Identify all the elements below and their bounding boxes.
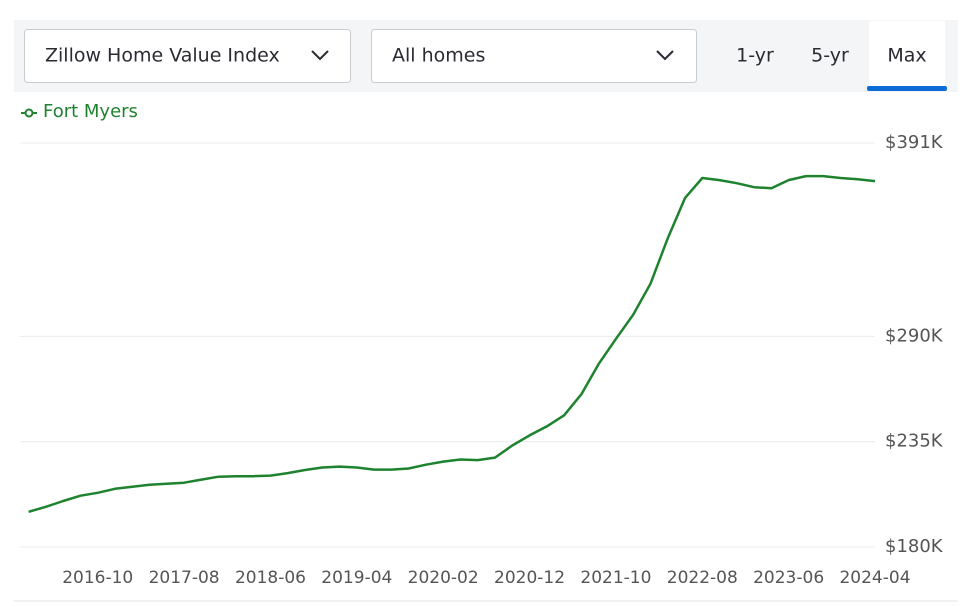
legend-label: Fort Myers: [43, 101, 138, 122]
x-tick-label: 2016-10: [62, 568, 133, 588]
x-tick-label: 2020-02: [408, 568, 479, 588]
x-tick-label: 2022-08: [667, 568, 738, 588]
range-tab[interactable]: Max: [867, 21, 947, 91]
x-tick-label: 2017-08: [149, 568, 220, 588]
home-type-dropdown[interactable]: All homes: [371, 29, 697, 83]
index-dropdown-label: Zillow Home Value Index: [45, 45, 280, 67]
range-tab[interactable]: 5-yr: [792, 21, 868, 91]
range-tab-label: 5-yr: [811, 45, 849, 67]
range-tab[interactable]: 1-yr: [717, 21, 793, 91]
range-tab-bg: [869, 21, 945, 91]
y-tick-label: $235K: [885, 431, 944, 452]
x-tick-label: 2021-10: [580, 568, 651, 588]
x-tick-label: 2024-04: [839, 568, 910, 588]
x-tick-label: 2019-04: [321, 568, 392, 588]
chevron: [311, 50, 329, 61]
legend-marker: [24, 108, 34, 118]
x-tick-label: 2018-06: [235, 568, 306, 588]
home-type-dropdown-label: All homes: [392, 45, 485, 67]
range-tab-underline: [867, 86, 947, 91]
y-tick-label: $180K: [885, 536, 944, 557]
x-tick-label: 2020-12: [494, 568, 565, 588]
chevron: [656, 50, 674, 61]
x-tick-label: 2023-06: [753, 568, 824, 588]
line-series: [28, 174, 876, 514]
y-tick-label: $290K: [885, 325, 944, 346]
range-tab-label: 1-yr: [736, 45, 774, 67]
index-dropdown[interactable]: Zillow Home Value Index: [24, 29, 351, 83]
range-tab-label: Max: [887, 45, 926, 67]
legend-item[interactable]: Fort Myers: [21, 101, 138, 122]
y-tick-label: $391K: [885, 132, 944, 153]
